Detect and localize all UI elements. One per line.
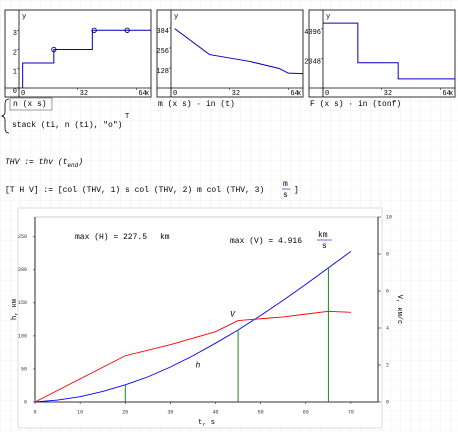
trace-label: n (x s) [13, 100, 47, 109]
x-tick-label: 32 [384, 90, 392, 98]
annotation: max (H) = 227.5 [75, 233, 147, 242]
y-tick-label: 384 [156, 28, 169, 36]
annotation-unit: km [160, 233, 170, 242]
x-tick-label: 32 [232, 90, 240, 98]
y2-tick-label: 4 [386, 325, 389, 331]
x-tick-label: 0 [325, 90, 329, 98]
plot-frame [4, 9, 152, 98]
paren: ) [78, 158, 83, 167]
x-tick-label: 40 [213, 409, 219, 415]
series-line [323, 22, 455, 80]
bracket: ] [294, 186, 299, 195]
series-line [34, 250, 352, 403]
x-tick-label: 10 [77, 409, 83, 415]
y2-tick-label: 10 [386, 214, 392, 220]
annotation: max (V) = 4.916 [230, 237, 302, 246]
y-axis-label: h, км [11, 299, 19, 320]
x-axis-label: x [449, 90, 453, 98]
x-axis-label: x [145, 90, 149, 98]
series-line [174, 28, 304, 75]
x-tick-label: 0 [21, 90, 25, 98]
y-tick-label: 0 [24, 399, 27, 405]
x-tick-label: 70 [348, 409, 354, 415]
y-tick-label: 4096 [304, 29, 321, 37]
x-tick-label: 30 [167, 409, 173, 415]
caption: m (x s) · in (t) [158, 100, 235, 109]
y2-tick-label: 0 [386, 399, 389, 405]
y2-tick-label: 6 [386, 288, 389, 294]
annotation-unit: km [318, 231, 328, 240]
x-tick-label: 50 [258, 409, 264, 415]
x-tick-label: 32 [80, 90, 88, 98]
brace [0, 98, 10, 134]
series-line [34, 310, 351, 403]
y-tick-label: 256 [156, 48, 169, 56]
y2-tick-label: 2 [386, 362, 389, 368]
series-label: h [196, 361, 201, 370]
trace-label: stack (ti, n (ti), "o") [12, 121, 122, 130]
x-tick-label: 0 [173, 90, 177, 98]
point [124, 27, 130, 33]
y-tick-label: 3 [13, 30, 17, 38]
y-tick-label: 100 [18, 333, 27, 339]
x-axis-label: t, s [198, 419, 215, 427]
point [51, 46, 57, 53]
x-tick-label: 64 [290, 90, 298, 98]
y2-axis-label: V, км/с [395, 295, 403, 324]
y2-tick-label: 8 [386, 251, 389, 257]
y-tick-label: 128 [156, 68, 169, 76]
unit-den: s [283, 191, 288, 200]
argument: t [63, 158, 68, 167]
y-tick-label: 150 [18, 300, 27, 306]
y-tick-label: 250 [18, 234, 27, 240]
annotation-unit: s [322, 242, 327, 251]
x-tick-label: 0 [33, 409, 36, 415]
y-tick-label: 50 [21, 366, 27, 372]
x-axis-label: x [297, 90, 301, 98]
subscript: end [67, 162, 78, 169]
y-tick-label: 200 [18, 267, 27, 273]
y-axis-label: y [22, 13, 26, 21]
series-label: V [230, 311, 236, 320]
y-tick-label: 2 [13, 49, 17, 57]
x-tick-label: 20 [122, 409, 128, 415]
y-axis-label: y [326, 13, 330, 21]
definition: [T H V] := [col (THV, 1) s col (THV, 2) … [5, 186, 264, 195]
plot-frame [156, 9, 304, 98]
y-tick-label: 1 [13, 69, 17, 77]
x-tick-label: 64 [138, 90, 146, 98]
plot-frame [308, 9, 456, 98]
caption-box [9, 97, 53, 111]
caption: F (x s) · in (tonf) [310, 100, 401, 109]
transpose: T [125, 113, 129, 121]
y-axis-label: y [174, 13, 178, 21]
x-tick-label: 64 [442, 90, 450, 98]
y-tick-label: 2048 [304, 58, 321, 66]
unit-num: m [283, 180, 288, 189]
plot-region [17, 207, 383, 429]
paren: ( [53, 158, 63, 167]
definition-text: THV := thv [5, 158, 53, 167]
x-tick-label: 60 [303, 409, 309, 415]
y-tick-label: 0 [13, 88, 17, 96]
definition: THV := thv (tend) [5, 158, 83, 168]
point [91, 27, 97, 33]
